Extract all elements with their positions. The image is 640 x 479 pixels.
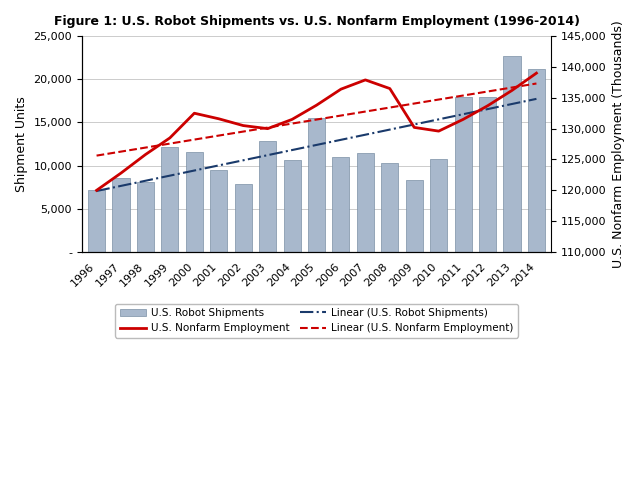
Bar bbox=[406, 181, 423, 252]
Bar bbox=[381, 163, 398, 252]
Y-axis label: Shipment Units: Shipment Units bbox=[15, 96, 28, 192]
Bar bbox=[235, 184, 252, 252]
Y-axis label: U.S. Nonfarm Employment (Thousands): U.S. Nonfarm Employment (Thousands) bbox=[612, 20, 625, 268]
Bar bbox=[186, 152, 203, 252]
Title: Figure 1: U.S. Robot Shipments vs. U.S. Nonfarm Employment (1996-2014): Figure 1: U.S. Robot Shipments vs. U.S. … bbox=[54, 15, 579, 28]
Bar bbox=[161, 147, 179, 252]
Bar bbox=[308, 118, 325, 252]
Bar bbox=[284, 160, 301, 252]
Bar bbox=[88, 190, 105, 252]
Bar bbox=[479, 97, 496, 252]
Bar bbox=[528, 69, 545, 252]
Legend: U.S. Robot Shipments, U.S. Nonfarm Employment, Linear (U.S. Robot Shipments), Li: U.S. Robot Shipments, U.S. Nonfarm Emplo… bbox=[115, 304, 518, 338]
Bar bbox=[504, 56, 520, 252]
Bar bbox=[137, 182, 154, 252]
Bar bbox=[430, 159, 447, 252]
Bar bbox=[210, 170, 227, 252]
Bar bbox=[332, 157, 349, 252]
Bar bbox=[357, 153, 374, 252]
Bar bbox=[454, 97, 472, 252]
Bar bbox=[113, 178, 129, 252]
Bar bbox=[259, 141, 276, 252]
